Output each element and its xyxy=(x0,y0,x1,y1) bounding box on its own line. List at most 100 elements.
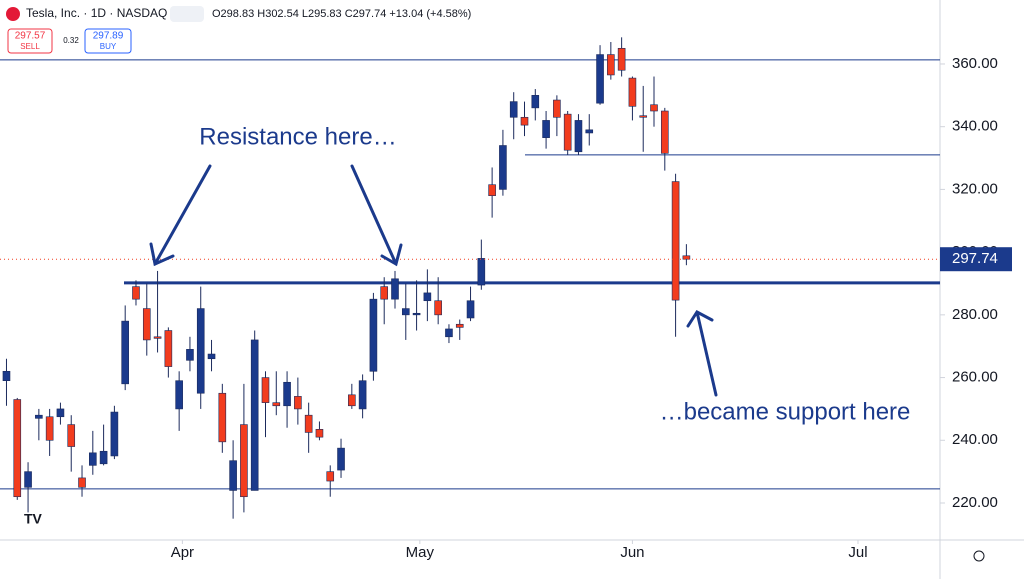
y-tick-label: 280.00 xyxy=(952,306,998,323)
arrow xyxy=(350,164,403,267)
y-tick-label: 240.00 xyxy=(952,431,998,448)
sell-label: SELL xyxy=(20,42,40,51)
y-tick-label: 320.00 xyxy=(952,180,998,197)
candle-body xyxy=(240,424,248,498)
candle-body xyxy=(207,353,216,360)
candle-body xyxy=(326,471,335,482)
candle-body xyxy=(671,181,680,301)
candle-body xyxy=(542,120,550,138)
candle-body xyxy=(499,145,507,190)
candle-body xyxy=(639,115,648,118)
candle-body xyxy=(358,380,367,410)
candle-body xyxy=(369,298,378,372)
candle-body xyxy=(45,416,54,441)
candle-body xyxy=(337,447,345,471)
candle-body xyxy=(660,110,669,154)
candle-body xyxy=(142,308,151,341)
candle-body xyxy=(24,471,32,488)
candle-body xyxy=(574,120,583,153)
buy-label: BUY xyxy=(100,42,117,51)
annotation: Resistance here… xyxy=(199,123,396,150)
symbol: Tesla, Inc. · 1D · NASDAQ xyxy=(26,6,167,20)
settings-button[interactable] xyxy=(973,550,985,562)
candle-body xyxy=(509,101,518,118)
candle-body xyxy=(380,286,389,300)
candle-body xyxy=(67,424,76,447)
y-tick-label: 260.00 xyxy=(952,369,998,386)
ohlc: O298.83 H302.54 L295.83 C297.74 +13.04 (… xyxy=(212,8,471,20)
candle-body xyxy=(423,292,432,302)
candle-body xyxy=(13,399,22,498)
candle-body xyxy=(250,339,259,491)
candle-body xyxy=(164,330,173,367)
arrow xyxy=(149,164,212,267)
candle-body xyxy=(488,184,496,196)
logo-mark: TV xyxy=(24,511,43,527)
candle-body xyxy=(455,323,464,328)
candle-body xyxy=(99,450,108,465)
candle-body xyxy=(607,54,615,76)
candle-body xyxy=(650,104,658,112)
candle-body xyxy=(412,312,421,316)
candle-body xyxy=(466,300,475,319)
sell-button[interactable] xyxy=(7,28,53,54)
price-badge-label: 297.74 xyxy=(952,250,998,267)
candle-body xyxy=(78,477,86,488)
candle-body xyxy=(186,349,194,361)
candle-body xyxy=(283,381,291,407)
y-tick-label: 360.00 xyxy=(952,55,998,72)
candle-body xyxy=(391,278,399,300)
x-tick-label: May xyxy=(406,544,435,561)
candle-body xyxy=(531,95,540,109)
candle-body xyxy=(153,336,162,339)
candle-body xyxy=(218,392,227,443)
plot-area: 220.00240.00260.00280.00300.00320.00340.… xyxy=(0,37,998,561)
candle-body xyxy=(294,396,302,410)
price-badge xyxy=(940,247,1012,272)
candle-body xyxy=(304,414,313,433)
header: Tesla, Inc. · 1D · NASDAQ O298.83 H302.5… xyxy=(6,6,471,54)
candle-body xyxy=(229,460,237,491)
candle-body xyxy=(175,380,183,410)
x-tick-label: Jul xyxy=(848,544,867,561)
spread: 0.32 xyxy=(63,36,79,45)
status xyxy=(170,6,204,22)
candle-body xyxy=(132,286,140,300)
candle-body xyxy=(553,99,561,118)
candle-body xyxy=(56,408,65,418)
candle-body xyxy=(196,308,205,394)
candle-body xyxy=(563,113,572,151)
candle-body xyxy=(2,370,11,381)
candle-body xyxy=(348,394,356,407)
candle-body xyxy=(401,308,410,316)
candle-body xyxy=(617,47,626,71)
candle-body xyxy=(89,452,97,466)
candle-body xyxy=(434,300,442,316)
candle-body xyxy=(35,414,43,419)
candle-body xyxy=(272,402,281,407)
logo xyxy=(6,7,20,21)
arrows xyxy=(149,164,718,397)
candle-body xyxy=(596,54,604,104)
candle-body xyxy=(110,411,119,457)
candle-body xyxy=(261,377,270,403)
candle-body xyxy=(445,328,453,338)
candle-body xyxy=(315,429,324,438)
candle-body xyxy=(477,258,486,286)
arrow xyxy=(686,310,718,397)
candle-body xyxy=(585,129,594,134)
buy-price: 297.89 xyxy=(93,31,124,42)
candle-body xyxy=(121,320,129,385)
x-tick-label: Apr xyxy=(171,544,194,561)
sell-price: 297.57 xyxy=(15,31,46,42)
x-tick-label: Jun xyxy=(620,544,644,561)
candle-body xyxy=(628,77,637,107)
y-tick-label: 220.00 xyxy=(952,494,998,511)
buy-button[interactable] xyxy=(84,28,132,54)
y-tick-label: 340.00 xyxy=(952,118,998,135)
candle-body xyxy=(520,116,529,126)
candle-body xyxy=(682,255,691,260)
annotation: …became support here xyxy=(660,398,911,425)
